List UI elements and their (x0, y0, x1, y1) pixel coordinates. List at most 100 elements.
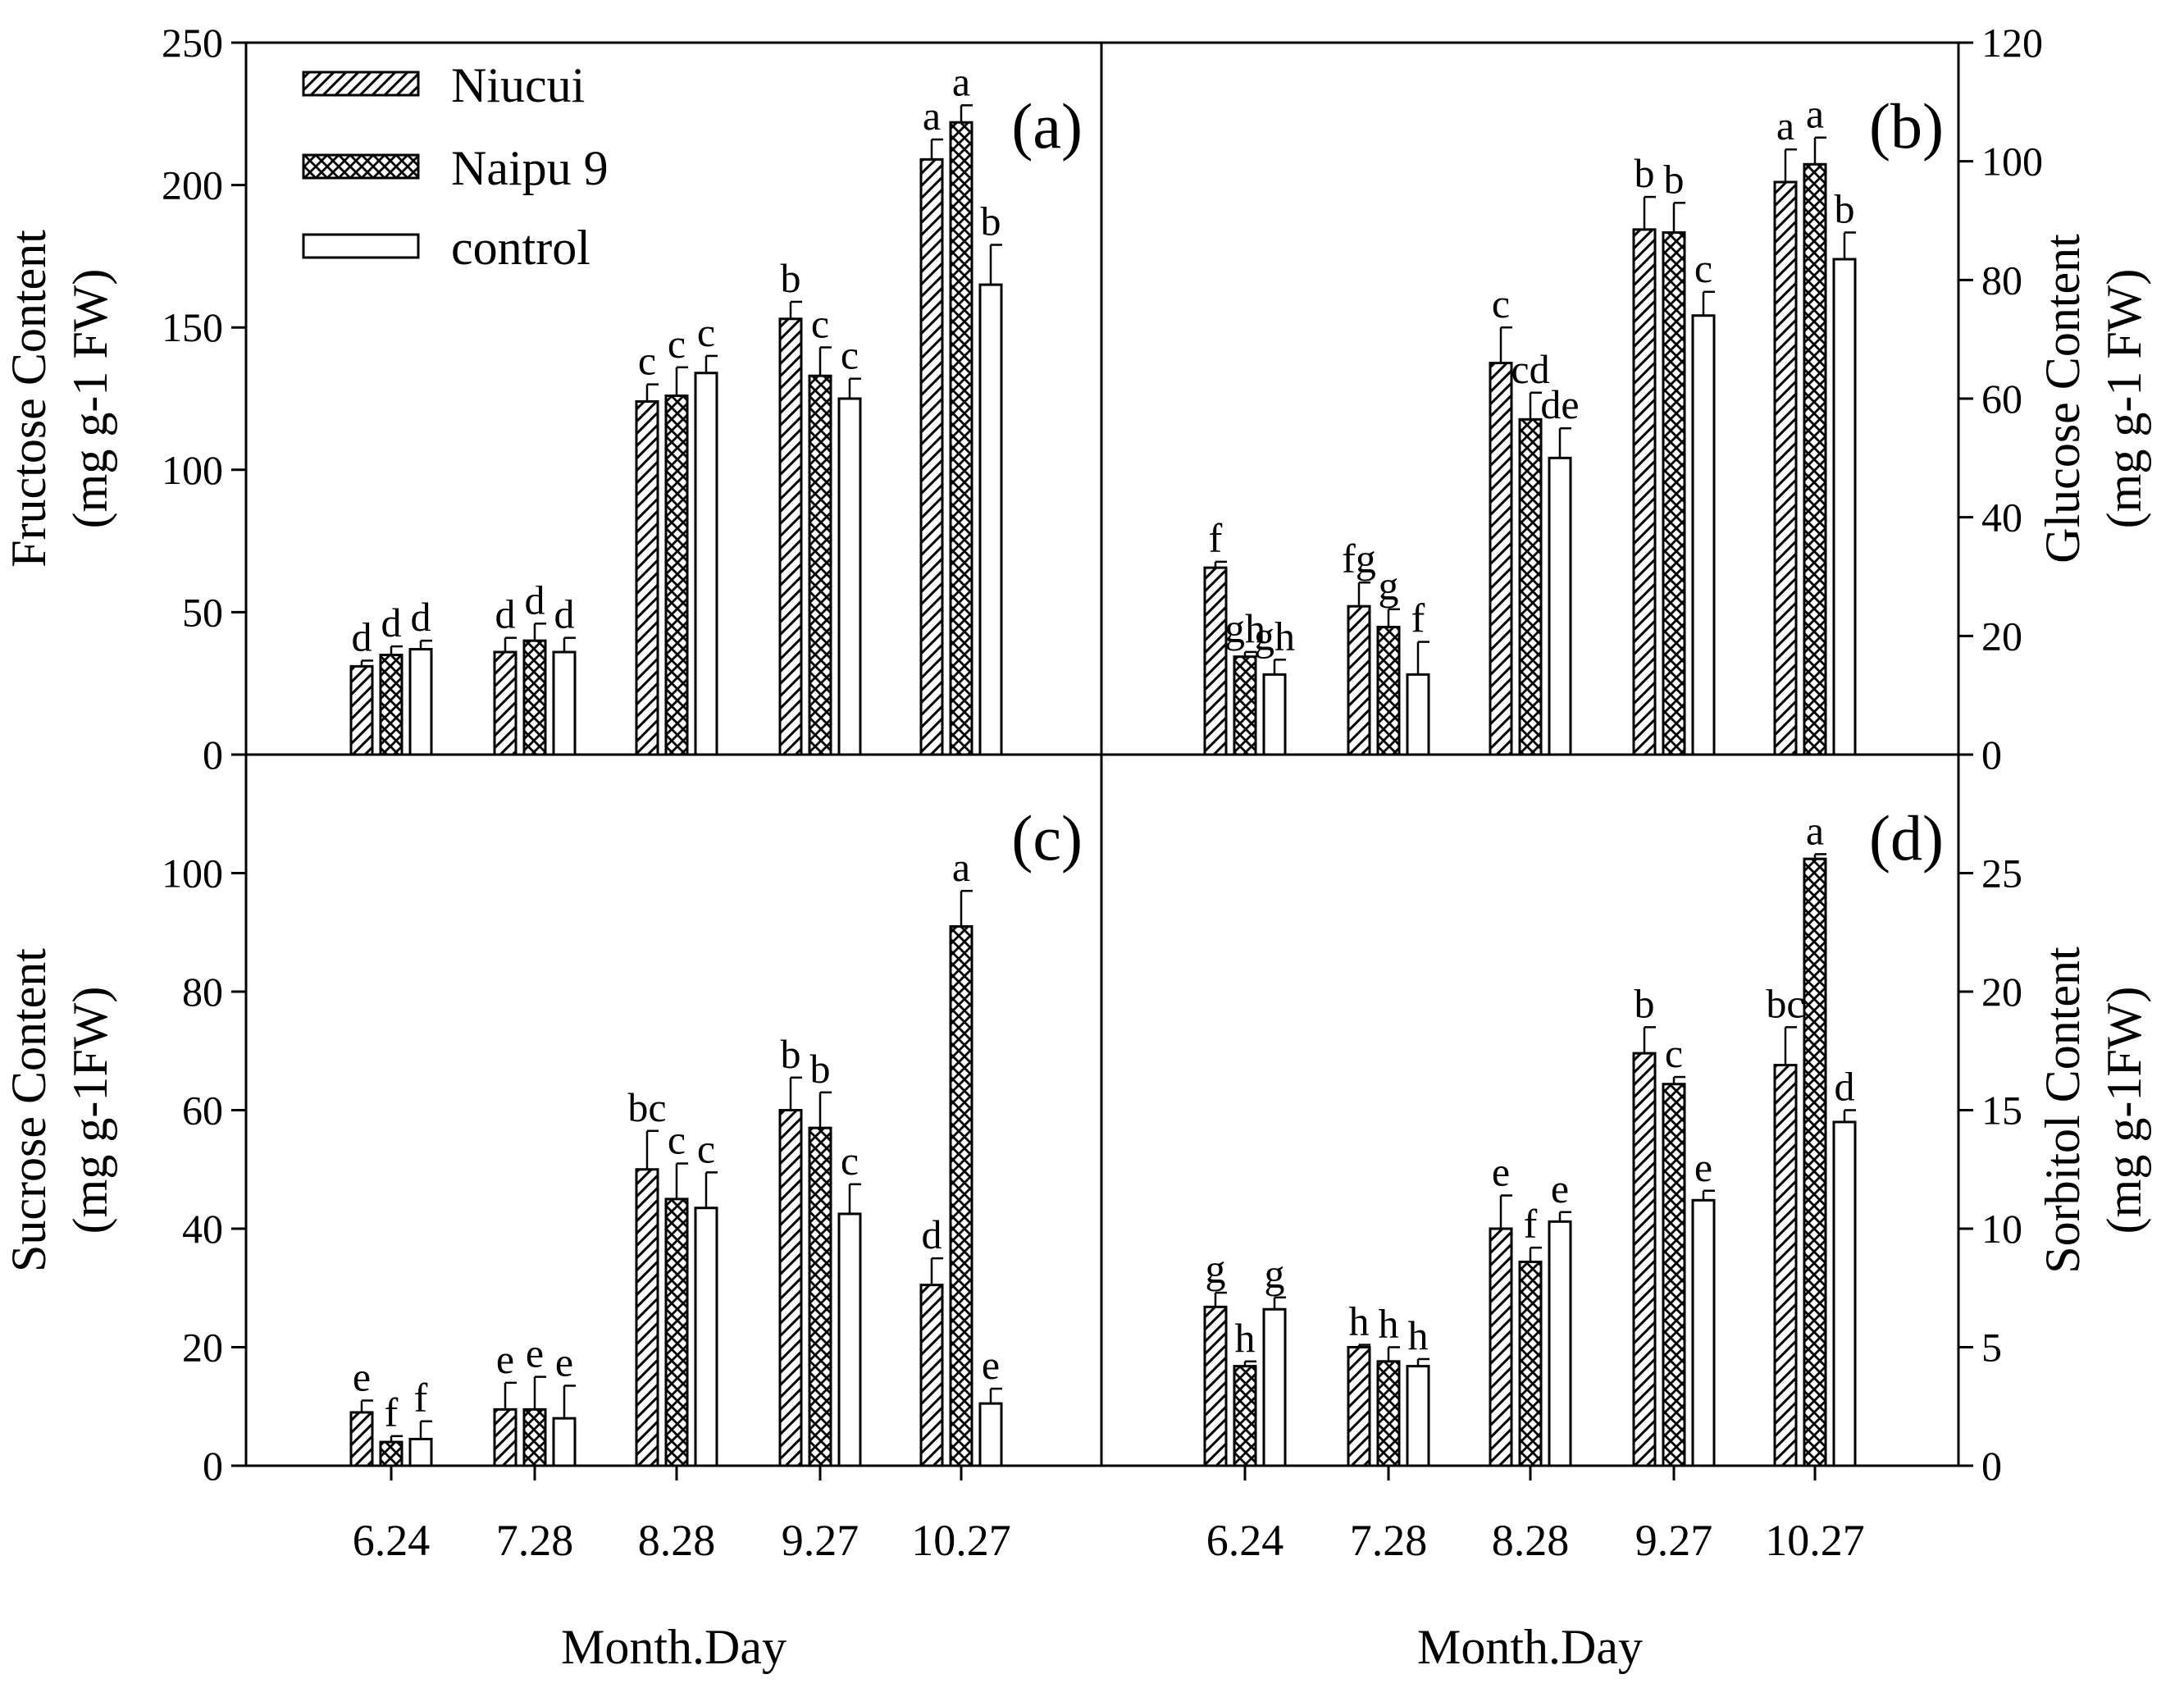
legend-label-control: control (451, 221, 590, 275)
bar (1518, 417, 1543, 756)
significance-letter: g (1379, 563, 1399, 609)
significance-letter: a (952, 844, 970, 890)
legend: Niucui Naipu 9 control (302, 58, 609, 275)
legend-label-niucui: Niucui (451, 58, 585, 112)
panel-letter: (d) (1869, 802, 1944, 874)
y-tick-label: 50 (182, 589, 223, 635)
bar (1406, 673, 1430, 756)
bar (1233, 655, 1257, 756)
significance-letter: d (495, 591, 516, 637)
significance-letter: c (811, 301, 829, 347)
significance-letter: b (1635, 150, 1655, 196)
significance-letter: c (1694, 245, 1712, 291)
bar (1548, 1220, 1572, 1467)
bar (1262, 1307, 1287, 1467)
significance-letter: c (668, 1117, 686, 1163)
x-tick-label: 8.28 (638, 1516, 716, 1565)
bar (1803, 857, 1827, 1467)
bar (837, 397, 862, 756)
significance-letter: a (1806, 91, 1824, 137)
y-tick-label: 5 (1981, 1325, 2002, 1371)
significance-letter: f (385, 1389, 399, 1435)
significance-letter: c (668, 321, 686, 367)
panel-letter: (c) (1011, 802, 1083, 874)
x-tick-label: 10.27 (1765, 1516, 1865, 1565)
bar (1548, 456, 1572, 756)
significance-letter: c (1665, 1030, 1683, 1076)
bar (1233, 1365, 1257, 1467)
bar (1347, 604, 1371, 756)
bar (349, 1411, 374, 1467)
y-axis-title: Sucrose Content (2, 948, 56, 1272)
significance-letter: b (981, 198, 1001, 244)
y-tick-label: 15 (1981, 1088, 2022, 1134)
bar (694, 372, 718, 756)
bar (349, 664, 374, 756)
bar (837, 1212, 862, 1467)
bar (664, 1198, 689, 1467)
bar (1203, 566, 1228, 756)
bar (1406, 1365, 1430, 1467)
significance-letter: c (841, 332, 859, 378)
bar (1203, 1305, 1228, 1467)
bar (1773, 180, 1798, 756)
bar (408, 1437, 433, 1467)
significance-letter: fg (1342, 536, 1376, 582)
x-tick-label: 9.27 (782, 1516, 859, 1565)
significance-letter: c (697, 1125, 715, 1171)
bar (664, 395, 689, 756)
y-axis-unit: (mg g-1FW) (63, 987, 117, 1234)
significance-letter: f (414, 1375, 428, 1421)
legend-swatch-naipu9 (302, 153, 420, 180)
significance-letter: g (1265, 1251, 1285, 1297)
frame (244, 41, 1960, 1467)
significance-letter: e (982, 1342, 1000, 1388)
significance-letter: e (526, 1330, 544, 1376)
significance-letter: bc (1766, 980, 1804, 1026)
significance-letter: d (554, 591, 575, 637)
bar (808, 1126, 832, 1467)
significance-letter: d (1835, 1064, 1855, 1110)
y-axis-unit: (mg g-1 FW) (63, 269, 117, 529)
bar (978, 283, 1003, 756)
panel-letter: (b) (1869, 90, 1944, 162)
y-tick-label: 10 (1981, 1206, 2022, 1252)
bar (949, 925, 973, 1467)
bar (1832, 258, 1857, 756)
bar (522, 1407, 547, 1467)
y-axis-unit: (mg g-1FW) (2097, 987, 2151, 1234)
x-tick-label: 10.27 (911, 1516, 1011, 1565)
significance-letter: h (1408, 1312, 1429, 1358)
significance-letter: b (810, 1046, 831, 1092)
y-axis-unit: (mg g-1 FW) (2097, 269, 2151, 529)
y-axis-title: Glucose Content (2036, 234, 2090, 563)
significance-letter: e (353, 1354, 371, 1400)
significance-letter: cd (1511, 346, 1549, 392)
significance-letter: d (352, 614, 372, 659)
significance-letter: b (781, 1031, 801, 1077)
y-tick-label: 100 (1981, 139, 2043, 185)
bar (552, 650, 577, 756)
bar (694, 1207, 718, 1467)
x-tick-label: 9.27 (1635, 1516, 1713, 1565)
significance-letter: c (841, 1138, 859, 1184)
bar (919, 1284, 944, 1467)
bar (493, 650, 518, 756)
significance-letter: h (1379, 1301, 1399, 1347)
significance-letter: h (1235, 1315, 1256, 1361)
panel-letter: (a) (1011, 90, 1083, 162)
bar (379, 1440, 404, 1467)
significance-letter: b (781, 255, 801, 301)
significance-letter: c (697, 309, 715, 355)
y-tick-label: 25 (1981, 851, 2022, 896)
bar (1489, 1227, 1513, 1467)
bar (1632, 1052, 1657, 1467)
significance-letter: h (1349, 1298, 1370, 1344)
y-tick-label: 80 (182, 969, 223, 1015)
bar (408, 648, 433, 756)
bar (1518, 1260, 1543, 1467)
significance-letter: f (1524, 1201, 1538, 1247)
bar (493, 1407, 518, 1467)
y-tick-label: 120 (1981, 20, 2043, 66)
